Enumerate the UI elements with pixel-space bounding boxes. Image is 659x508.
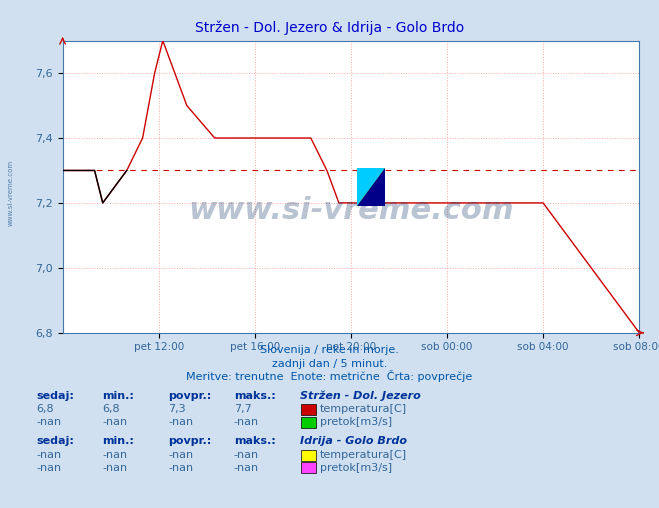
Text: 7,3: 7,3	[168, 404, 186, 415]
Text: -nan: -nan	[36, 463, 61, 473]
Text: -nan: -nan	[102, 450, 127, 460]
Text: -nan: -nan	[234, 450, 259, 460]
Text: sedaj:: sedaj:	[36, 391, 74, 401]
Text: -nan: -nan	[168, 463, 193, 473]
Text: Stržen - Dol. Jezero & Idrija - Golo Brdo: Stržen - Dol. Jezero & Idrija - Golo Brd…	[195, 20, 464, 35]
Text: Stržen - Dol. Jezero: Stržen - Dol. Jezero	[300, 390, 420, 401]
Text: min.:: min.:	[102, 436, 134, 447]
Text: -nan: -nan	[168, 450, 193, 460]
Text: maks.:: maks.:	[234, 436, 275, 447]
Text: www.si-vreme.com: www.si-vreme.com	[188, 196, 514, 225]
Text: www.si-vreme.com: www.si-vreme.com	[8, 160, 14, 226]
Text: Slovenija / reke in morje.: Slovenija / reke in morje.	[260, 345, 399, 355]
Text: 6,8: 6,8	[36, 404, 54, 415]
Bar	[357, 168, 385, 206]
Text: Meritve: trenutne  Enote: metrične  Črta: povprečje: Meritve: trenutne Enote: metrične Črta: …	[186, 370, 473, 382]
Text: -nan: -nan	[234, 417, 259, 427]
Text: pretok[m3/s]: pretok[m3/s]	[320, 417, 391, 427]
Text: min.:: min.:	[102, 391, 134, 401]
Polygon shape	[357, 168, 385, 206]
Text: temperatura[C]: temperatura[C]	[320, 404, 407, 415]
Text: -nan: -nan	[102, 417, 127, 427]
Text: Idrija - Golo Brdo: Idrija - Golo Brdo	[300, 436, 407, 447]
Text: 7,7: 7,7	[234, 404, 252, 415]
Text: sedaj:: sedaj:	[36, 436, 74, 447]
Text: -nan: -nan	[36, 417, 61, 427]
Text: povpr.:: povpr.:	[168, 436, 212, 447]
Text: -nan: -nan	[102, 463, 127, 473]
Text: -nan: -nan	[234, 463, 259, 473]
Text: -nan: -nan	[168, 417, 193, 427]
Text: maks.:: maks.:	[234, 391, 275, 401]
Text: pretok[m3/s]: pretok[m3/s]	[320, 463, 391, 473]
Text: 6,8: 6,8	[102, 404, 120, 415]
Text: zadnji dan / 5 minut.: zadnji dan / 5 minut.	[272, 359, 387, 369]
Text: povpr.:: povpr.:	[168, 391, 212, 401]
Text: temperatura[C]: temperatura[C]	[320, 450, 407, 460]
Polygon shape	[357, 168, 385, 206]
Text: -nan: -nan	[36, 450, 61, 460]
